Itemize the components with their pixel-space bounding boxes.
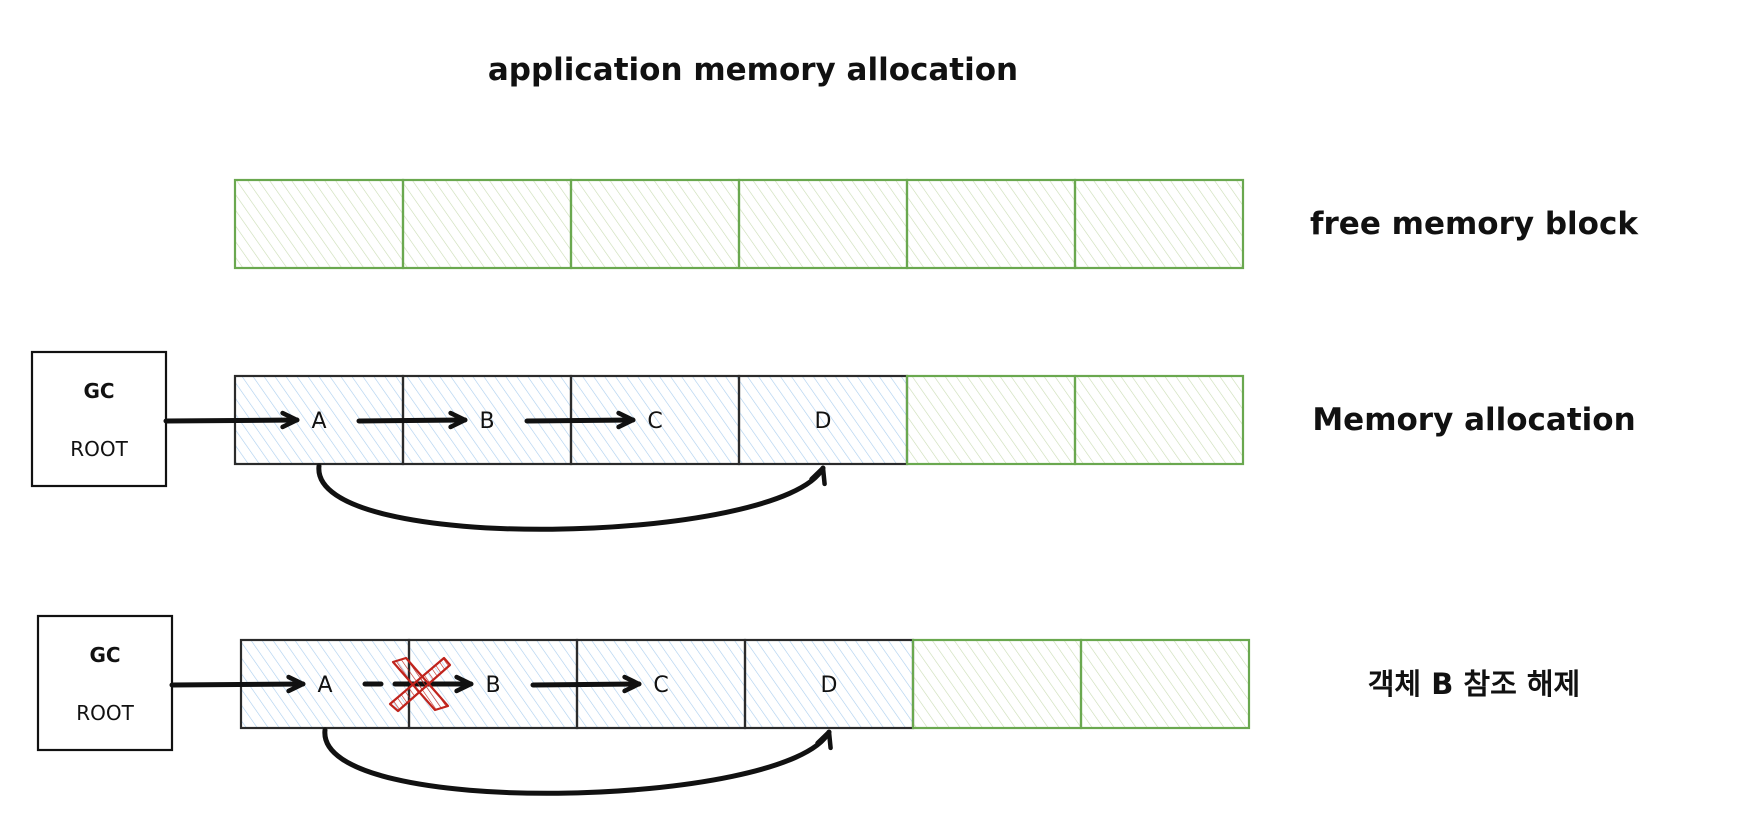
reference-arrow [322, 727, 832, 796]
object-label-a: A [317, 673, 332, 698]
free-memory-cell [233, 178, 405, 270]
reference-b-to-c [530, 674, 642, 694]
reference-a-to-d [322, 727, 833, 796]
free-memory-cell [401, 178, 573, 270]
gc-root-line2: ROOT [76, 701, 134, 725]
gc-root-box [30, 350, 168, 488]
object-label-d: D [821, 673, 838, 698]
free-memory-cell [1073, 374, 1245, 466]
arrow-head [815, 729, 833, 751]
arrow-head [286, 674, 306, 694]
memory-row: A B C D 객체 B 참조 해제 GC ROOT [36, 614, 1580, 752]
row-label: free memory block [1310, 206, 1639, 242]
arrow-head [454, 674, 474, 694]
reference-root-to-a [163, 410, 300, 430]
diagram-title: application memory allocation [488, 52, 1018, 88]
arrow-head [809, 465, 827, 487]
reference-a-to-b [362, 656, 474, 713]
reference-arrow [524, 417, 636, 424]
memory-row: free memory block [233, 178, 1639, 270]
gc-root-line1: GC [83, 379, 114, 403]
allocated-memory-cell [743, 638, 915, 730]
object-label-b: B [485, 673, 500, 698]
reference-arrow [316, 463, 826, 532]
reference-arrow [356, 417, 468, 424]
removed-reference-x-icon [388, 656, 452, 713]
object-label-d: D [815, 409, 832, 434]
rows-layer: free memory block A B C D Memory allocation GC… [30, 178, 1639, 796]
reference-arrow [169, 681, 306, 688]
gc-root-line2: ROOT [70, 437, 128, 461]
reference-a-to-b [356, 410, 468, 430]
arrow-head [622, 674, 642, 694]
object-label-c: C [647, 409, 662, 434]
free-memory-cell [905, 178, 1077, 270]
reference-root-to-a [169, 674, 306, 694]
reference-arrow [530, 681, 642, 688]
free-memory-cell [911, 638, 1083, 730]
free-memory-cell [1079, 638, 1251, 730]
arrow-head [280, 410, 300, 430]
gc-root-line1: GC [89, 643, 120, 667]
object-label-a: A [311, 409, 326, 434]
free-memory-cell [1073, 178, 1245, 270]
arrow-head [448, 410, 468, 430]
reference-b-to-c [524, 410, 636, 430]
free-memory-cell [905, 374, 1077, 466]
arrow-head [616, 410, 636, 430]
free-memory-cell [737, 178, 909, 270]
object-label-c: C [653, 673, 668, 698]
gc-root-box [36, 614, 174, 752]
reference-a-to-d [316, 463, 827, 532]
reference-arrow [163, 417, 300, 424]
row-label: Memory allocation [1312, 402, 1635, 438]
row-label: 객체 B 참조 해제 [1368, 667, 1580, 701]
free-memory-cell [569, 178, 741, 270]
object-label-b: B [479, 409, 494, 434]
